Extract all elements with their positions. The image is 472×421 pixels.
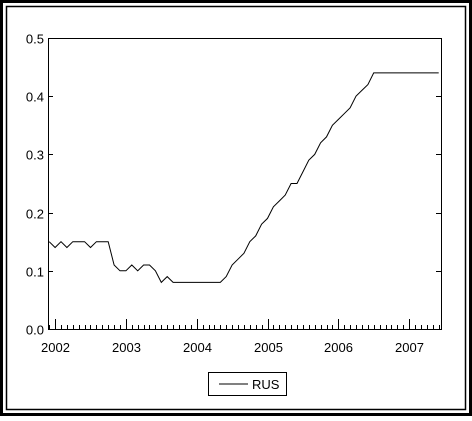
y-tick-label: 0.2 <box>26 207 44 222</box>
y-tick-label: 0.4 <box>26 90 44 105</box>
legend-label: RUS <box>252 377 280 392</box>
x-tick-label: 2005 <box>254 340 283 355</box>
x-axis-minor-ticks <box>49 325 440 329</box>
legend: RUS <box>208 372 287 396</box>
y-tick-label: 0.0 <box>26 323 44 338</box>
inner-frame <box>5 5 467 411</box>
x-tick-label: 2003 <box>112 340 141 355</box>
series-line-rus <box>48 72 439 284</box>
x-tick-label: 2004 <box>183 340 212 355</box>
x-tick-label: 2006 <box>324 340 353 355</box>
y-tick-label: 0.1 <box>26 265 44 280</box>
plot-area <box>48 38 442 330</box>
x-tick-label: 2002 <box>41 340 70 355</box>
x-tick-label: 2007 <box>395 340 424 355</box>
y-axis: 0.0 0.1 0.2 0.3 0.4 0.5 <box>26 32 441 338</box>
y-tick-label: 0.5 <box>26 32 44 47</box>
x-axis: 2002 2003 2004 2005 2006 2007 <box>41 319 424 355</box>
y-tick-label: 0.3 <box>26 148 44 163</box>
